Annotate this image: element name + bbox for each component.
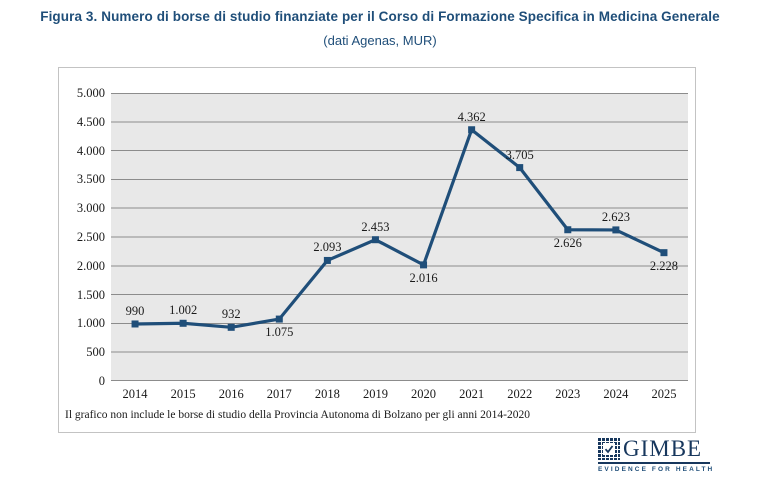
figure-subtitle: (dati Agenas, MUR) bbox=[323, 33, 437, 48]
data-point-label: 3.705 bbox=[505, 147, 534, 162]
data-point-marker bbox=[660, 249, 668, 257]
plot-area: 990 1.002 932 1.075 2.093 2.453 2.016 4.362 3.70… bbox=[111, 93, 688, 381]
data-point-marker bbox=[179, 319, 187, 327]
x-tick-label: 2016 bbox=[218, 387, 244, 401]
y-tick-label: 3.500 bbox=[76, 172, 105, 187]
y-tick-label: 4.500 bbox=[76, 114, 105, 129]
x-axis: 2014 2015 2016 2017 2018 2019 2020 2021 2022 2023… bbox=[111, 387, 688, 403]
check-icon bbox=[603, 443, 615, 455]
data-point-label: 1.002 bbox=[169, 303, 198, 318]
chart-frame: 0 500 1.000 1.500 2.000 2.500 3.000 3.500 4.000 4… bbox=[58, 67, 696, 433]
x-tick-label: 2018 bbox=[314, 387, 340, 401]
data-point-label: 4.362 bbox=[457, 109, 486, 124]
y-tick-label: 2.000 bbox=[76, 258, 105, 273]
y-tick-label: 4.000 bbox=[76, 143, 105, 158]
y-tick-label: 1.000 bbox=[76, 316, 105, 331]
data-point-marker bbox=[564, 226, 572, 234]
x-tick-label: 2025 bbox=[651, 387, 677, 401]
x-tick-label: 2017 bbox=[266, 387, 292, 401]
data-point-label: 932 bbox=[221, 307, 241, 322]
data-point-marker bbox=[131, 320, 139, 328]
data-point-marker bbox=[227, 323, 235, 331]
x-tick-label: 2021 bbox=[459, 387, 485, 401]
x-tick-label: 2015 bbox=[170, 387, 196, 401]
data-point-label: 2.626 bbox=[553, 235, 582, 250]
data-point-marker bbox=[275, 315, 283, 323]
x-tick-label: 2020 bbox=[411, 387, 437, 401]
gimbe-logo-icon bbox=[598, 438, 620, 460]
line-chart-canvas bbox=[111, 93, 688, 381]
y-tick-label: 1.500 bbox=[76, 287, 105, 302]
data-point-label: 2.453 bbox=[361, 219, 390, 234]
x-tick-label: 2024 bbox=[603, 387, 629, 401]
chart-footnote: Il grafico non include le borse di studi… bbox=[65, 409, 531, 421]
data-point-label: 2.093 bbox=[313, 240, 342, 255]
x-tick-label: 2019 bbox=[362, 387, 388, 401]
data-point-marker bbox=[468, 126, 476, 134]
x-tick-label: 2014 bbox=[122, 387, 148, 401]
data-point-label: 2.016 bbox=[409, 270, 438, 285]
y-tick-label: 2.500 bbox=[76, 230, 105, 244]
x-tick-label: 2023 bbox=[555, 387, 581, 401]
data-point-marker bbox=[371, 236, 379, 244]
data-point-label: 2.228 bbox=[649, 258, 679, 273]
data-point-marker bbox=[420, 261, 428, 269]
y-tick-label: 5.000 bbox=[76, 86, 105, 100]
figure-title: Figura 3. Numero di borse di studio fina… bbox=[40, 9, 720, 24]
gimbe-logo: GIMBE EVIDENCE FOR HEALTH bbox=[598, 436, 715, 473]
gimbe-logo-name: GIMBE bbox=[623, 436, 703, 461]
data-point-marker bbox=[612, 226, 620, 234]
y-tick-label: 0 bbox=[98, 374, 105, 388]
data-point-marker bbox=[323, 256, 331, 264]
y-tick-label: 3.000 bbox=[76, 201, 105, 216]
data-point-label: 990 bbox=[125, 303, 145, 318]
gimbe-logo-row: GIMBE bbox=[598, 436, 710, 461]
y-tick-label: 500 bbox=[86, 345, 105, 360]
logo-divider bbox=[598, 462, 710, 464]
series-line bbox=[135, 127, 665, 329]
data-point-label: 2.623 bbox=[601, 209, 630, 224]
data-point-marker bbox=[516, 164, 524, 172]
gimbe-logo-tagline: EVIDENCE FOR HEALTH bbox=[598, 466, 715, 473]
x-tick-label: 2022 bbox=[507, 387, 533, 401]
data-point-label: 1.075 bbox=[265, 325, 294, 340]
y-axis: 0 500 1.000 1.500 2.000 2.500 3.000 3.500 4.000 4… bbox=[59, 86, 105, 388]
